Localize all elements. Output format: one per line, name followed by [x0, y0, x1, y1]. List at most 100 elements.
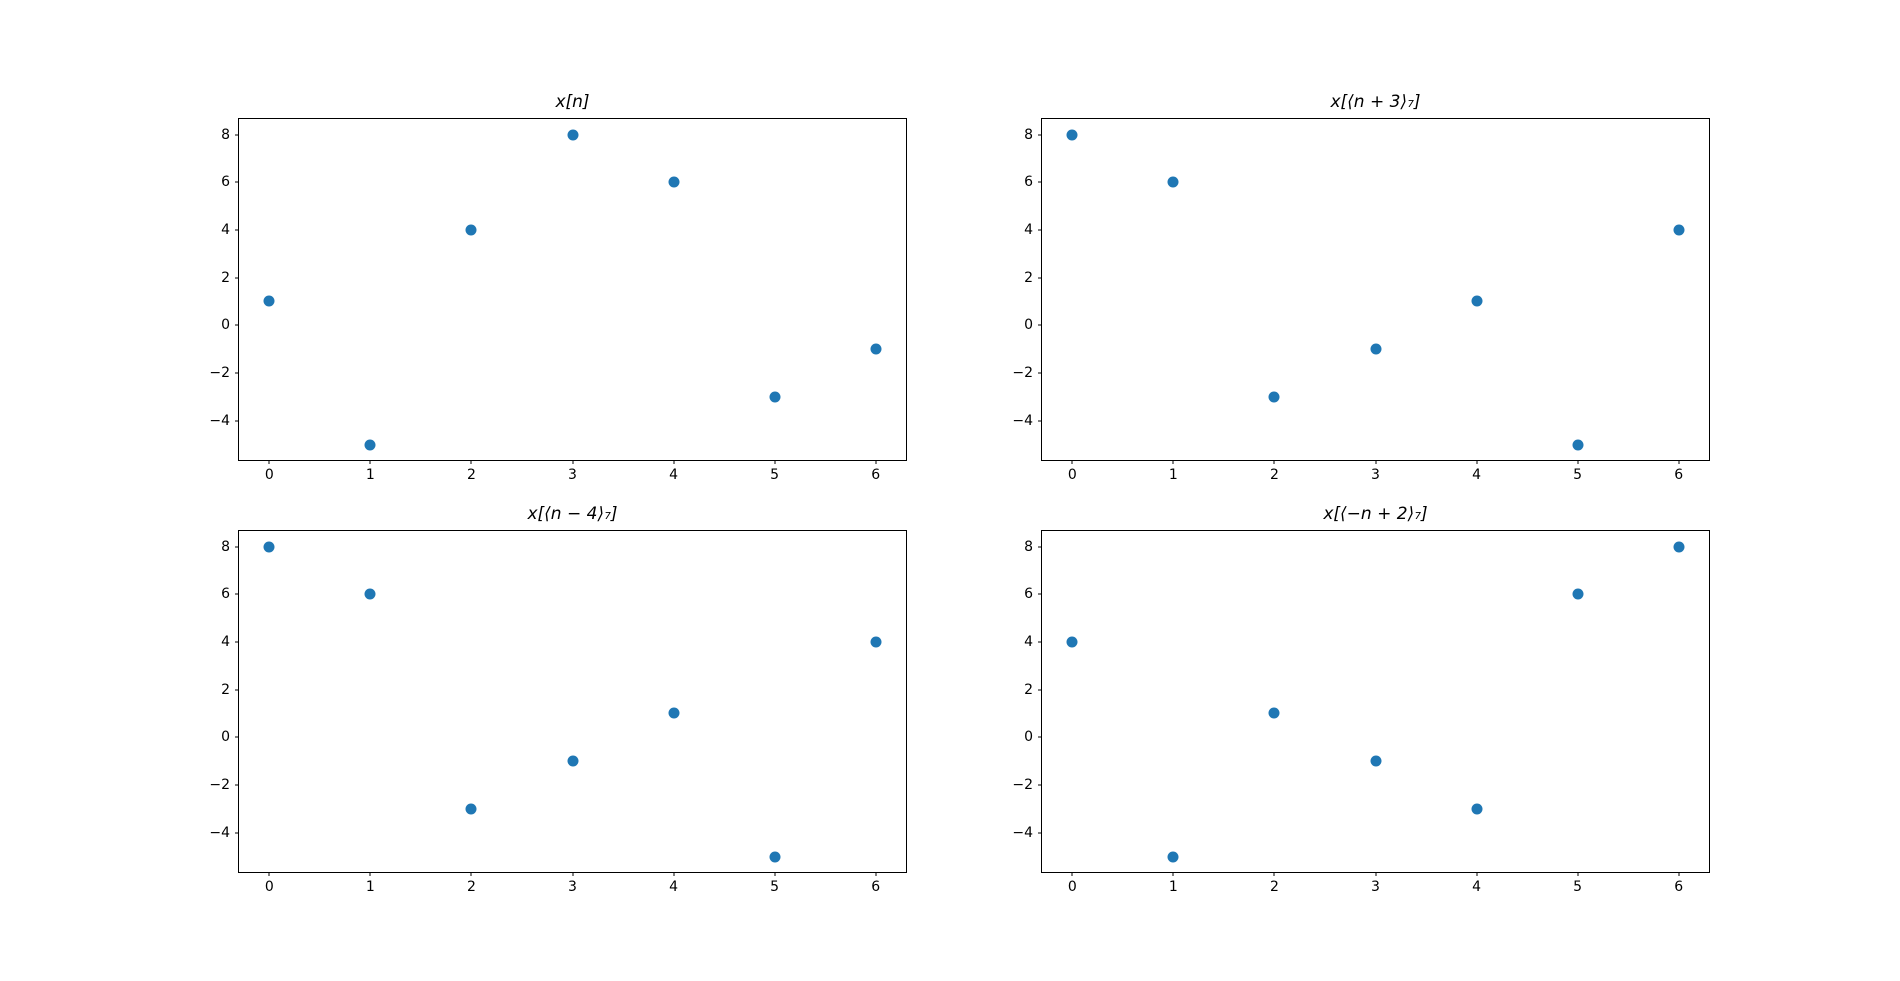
y-tick-mark [1038, 593, 1042, 595]
x-tick-mark [1476, 872, 1478, 876]
data-point [1572, 439, 1584, 450]
x-tick-label: 3 [568, 879, 577, 895]
subplot-top-right: x[⟨n + 3⟩₇] 0 1 2 3 4 5 6 −4 −2 0 2 4 6 8 [1012, 92, 1710, 482]
x-tick-label: 4 [1472, 879, 1482, 895]
y-tick-label: −4 [209, 412, 230, 429]
y-tick-label: 0 [221, 729, 230, 746]
plot-area: 0 1 2 3 4 5 6 −4 −2 0 2 4 6 8 [1012, 530, 1710, 894]
y-tick-label: 6 [221, 174, 230, 191]
y-tick-mark [235, 546, 239, 547]
x-tick-mark [1476, 460, 1478, 464]
data-point [1471, 803, 1483, 815]
x-tick-label: 3 [568, 467, 577, 483]
plot-area: 0 1 2 3 4 5 6 −4 −2 0 2 4 6 8 [209, 530, 907, 894]
y-tick-mark [1038, 134, 1042, 135]
x-tick-mark [470, 460, 472, 464]
x-tick-mark [268, 872, 270, 876]
x-tick-label: 2 [1269, 467, 1279, 483]
y-tick-mark [1038, 689, 1042, 691]
x-tick-mark [1577, 460, 1579, 464]
y-tick-mark [1038, 181, 1042, 183]
x-tick-label: 5 [1573, 879, 1583, 895]
plot-title: x[⟨n − 4⟩₇] [527, 504, 618, 524]
data-point [263, 295, 275, 307]
x-tick-mark [369, 460, 371, 464]
data-point [263, 541, 275, 552]
data-point [1673, 541, 1685, 552]
y-tick-mark [1038, 736, 1042, 738]
y-tick-mark [1038, 546, 1042, 547]
x-tick-mark [875, 460, 877, 464]
x-tick-label: 3 [1371, 467, 1380, 483]
x-tick-mark [369, 872, 371, 876]
y-tick-label: 8 [221, 538, 230, 555]
y-tick-label: −4 [1012, 412, 1033, 429]
y-tick-mark [235, 229, 239, 231]
x-tick-label: 6 [871, 467, 881, 483]
x-tick-mark [572, 872, 573, 876]
y-tick-label: 8 [221, 126, 230, 143]
data-point [1268, 391, 1280, 403]
x-tick-mark [1375, 460, 1376, 464]
y-tick-mark [235, 593, 239, 595]
x-tick-mark [1273, 460, 1275, 464]
y-tick-mark [235, 181, 239, 183]
subplot-top-left: x[n] 0 1 2 3 4 5 6 −4 −2 0 2 4 6 8 [209, 92, 907, 482]
data-point [668, 707, 680, 719]
plot-title: x[n] [555, 92, 590, 112]
y-tick-mark [235, 277, 239, 279]
x-tick-mark [1071, 460, 1073, 464]
y-tick-label: 2 [221, 681, 230, 698]
y-tick-mark [235, 420, 239, 422]
x-tick-label: 4 [669, 879, 679, 895]
x-tick-label: 2 [466, 467, 476, 483]
y-tick-label: 8 [1024, 126, 1033, 143]
y-tick-mark [1038, 229, 1042, 231]
data-point [364, 588, 376, 600]
x-tick-label: 5 [1573, 467, 1583, 483]
y-tick-label: 6 [1024, 174, 1033, 191]
y-tick-mark [1038, 641, 1042, 643]
x-tick-mark [1172, 872, 1174, 876]
y-tick-label: 2 [1024, 269, 1033, 286]
x-tick-label: 0 [1067, 467, 1077, 483]
y-tick-mark [235, 736, 239, 738]
x-tick-mark [673, 872, 675, 876]
data-point [870, 636, 882, 648]
x-tick-label: 1 [1168, 467, 1178, 483]
y-tick-label: 0 [1024, 729, 1033, 746]
subplot-bottom-right: x[⟨−n + 2⟩₇] 0 1 2 3 4 5 6 −4 −2 0 2 4 6 8 [1012, 504, 1710, 894]
data-point [465, 224, 477, 236]
data-point [1167, 176, 1179, 188]
plot-title: x[⟨n + 3⟩₇] [1330, 92, 1421, 112]
y-tick-mark [235, 641, 239, 643]
x-tick-label: 5 [770, 879, 780, 895]
x-tick-label: 5 [770, 467, 780, 483]
data-point [364, 439, 376, 450]
y-tick-mark [1038, 420, 1042, 422]
data-point [1370, 343, 1381, 355]
x-tick-mark [1678, 460, 1680, 464]
data-point [1066, 636, 1078, 648]
data-point [1370, 755, 1381, 767]
x-tick-mark [1071, 872, 1073, 876]
x-tick-label: 6 [1674, 467, 1684, 483]
x-tick-label: 0 [264, 467, 274, 483]
y-tick-mark [1038, 784, 1042, 786]
y-tick-label: 4 [221, 633, 230, 650]
x-tick-mark [774, 872, 776, 876]
x-tick-label: 1 [365, 879, 375, 895]
data-point [668, 176, 680, 188]
x-tick-label: 2 [1269, 879, 1279, 895]
y-tick-mark [235, 372, 239, 374]
y-tick-label: −2 [1012, 364, 1033, 381]
y-tick-mark [1038, 372, 1042, 374]
y-tick-label: 2 [1024, 681, 1033, 698]
data-point [1268, 707, 1280, 719]
x-tick-label: 1 [365, 467, 375, 483]
subplot-bottom-left: x[⟨n − 4⟩₇] 0 1 2 3 4 5 6 −4 −2 0 2 4 6 8 [209, 504, 907, 894]
y-tick-label: 4 [1024, 633, 1033, 650]
y-tick-mark [235, 134, 239, 135]
x-tick-mark [1273, 872, 1275, 876]
